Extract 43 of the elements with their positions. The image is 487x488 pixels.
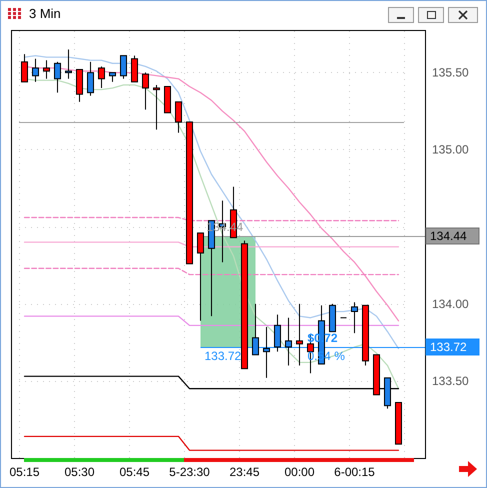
annotation: 134.44 bbox=[206, 220, 244, 234]
candlestick bbox=[87, 61, 94, 96]
annotation: 133.72 bbox=[204, 349, 242, 364]
candlestick bbox=[395, 402, 402, 445]
candlestick bbox=[98, 66, 105, 89]
y-tick-label: 133.50 bbox=[432, 374, 470, 388]
candlestick bbox=[175, 101, 182, 134]
x-tick-label: 5-23:30 bbox=[169, 465, 210, 479]
ref-line-label: 134.44 bbox=[430, 229, 468, 244]
ref-line-label: 133.72 bbox=[430, 340, 468, 354]
candlestick bbox=[296, 303, 303, 366]
candlestick bbox=[197, 232, 204, 322]
candlestick bbox=[131, 55, 138, 82]
candlestick bbox=[54, 61, 61, 94]
candlestick bbox=[43, 60, 50, 80]
candlestick bbox=[142, 72, 149, 110]
candlestick bbox=[76, 69, 83, 102]
candlestick bbox=[120, 55, 127, 80]
candlestick bbox=[153, 84, 160, 130]
x-tick-label: 6-00:15 bbox=[334, 465, 376, 479]
y-tick-label: 135.50 bbox=[432, 66, 470, 80]
candlestick bbox=[252, 303, 259, 356]
candlestick bbox=[263, 326, 270, 378]
x-tick-label: 00:00 bbox=[284, 465, 315, 479]
y-tick-label: 134.00 bbox=[432, 296, 470, 311]
candlestick bbox=[329, 303, 336, 332]
candlestick bbox=[164, 86, 171, 114]
candlestick bbox=[21, 54, 28, 82]
candlestick bbox=[32, 58, 39, 82]
candlestick bbox=[109, 72, 116, 82]
candlestick bbox=[241, 240, 248, 370]
chart-title: 3 Min bbox=[29, 6, 61, 21]
candlestick bbox=[186, 121, 193, 264]
candlestick bbox=[274, 314, 281, 352]
y-tick-label: 135.00 bbox=[432, 142, 470, 157]
x-tick-label: 23:45 bbox=[229, 465, 260, 479]
candlestick bbox=[285, 317, 292, 366]
candlestick bbox=[351, 302, 358, 334]
x-tick-label: 05:45 bbox=[119, 465, 150, 479]
candlestick bbox=[65, 49, 72, 80]
x-tick-label: 05:15 bbox=[9, 465, 40, 479]
candlestick bbox=[362, 304, 369, 366]
x-tick-label: 05:30 bbox=[64, 465, 95, 479]
